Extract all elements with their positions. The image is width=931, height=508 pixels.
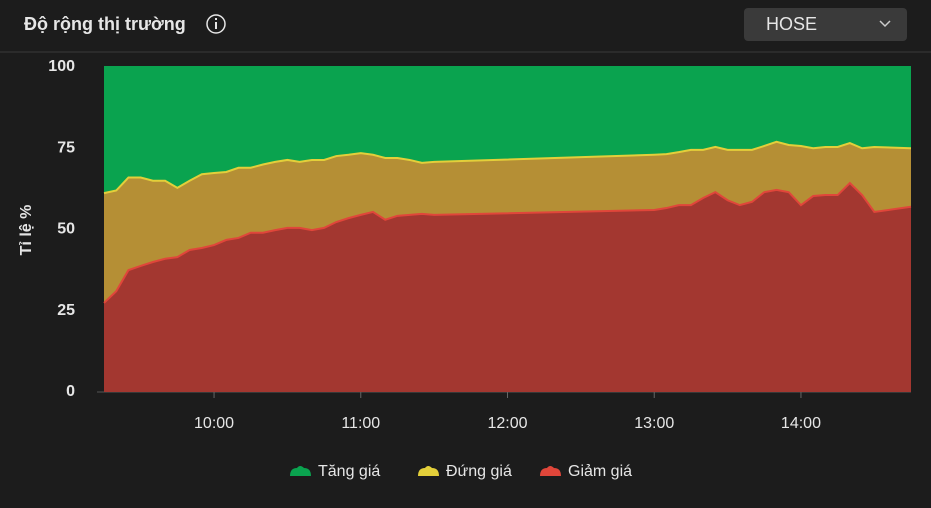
x-tick-label: 12:00 — [487, 415, 527, 432]
x-tick-label: 13:00 — [634, 415, 674, 432]
area-line — [103, 140, 912, 195]
y-tick-label: 25 — [57, 302, 75, 319]
legend-icon — [418, 466, 439, 476]
legend-label: Tăng giá — [318, 463, 380, 480]
y-axis-label: Tỉ lệ % — [18, 205, 35, 256]
legend-label: Giảm giá — [568, 463, 632, 480]
y-tick-label: 75 — [57, 139, 75, 156]
widget-title: Độ rộng thị trường — [24, 14, 186, 34]
legend-item: Đứng giá — [418, 463, 512, 480]
legend-icon — [290, 466, 311, 476]
x-tick-label: 14:00 — [781, 415, 821, 432]
info-icon[interactable] — [206, 14, 226, 34]
area-fill — [104, 141, 911, 303]
y-tick-label: 50 — [57, 221, 75, 238]
legend-item: Giảm giá — [540, 463, 632, 480]
exchange-dropdown[interactable]: HOSE — [744, 8, 907, 41]
legend-item: Tăng giá — [290, 463, 380, 480]
x-tick-label: 10:00 — [194, 415, 234, 432]
dropdown-value[interactable]: HOSE — [766, 14, 817, 34]
area-fill — [104, 67, 911, 194]
legend-label: Đứng giá — [446, 463, 512, 480]
area-line — [103, 181, 912, 304]
y-tick-label: 0 — [66, 383, 75, 400]
y-tick-label: 100 — [48, 58, 75, 75]
area-fill — [104, 183, 911, 392]
x-tick-label: 11:00 — [341, 415, 380, 432]
legend-icon — [540, 466, 561, 476]
